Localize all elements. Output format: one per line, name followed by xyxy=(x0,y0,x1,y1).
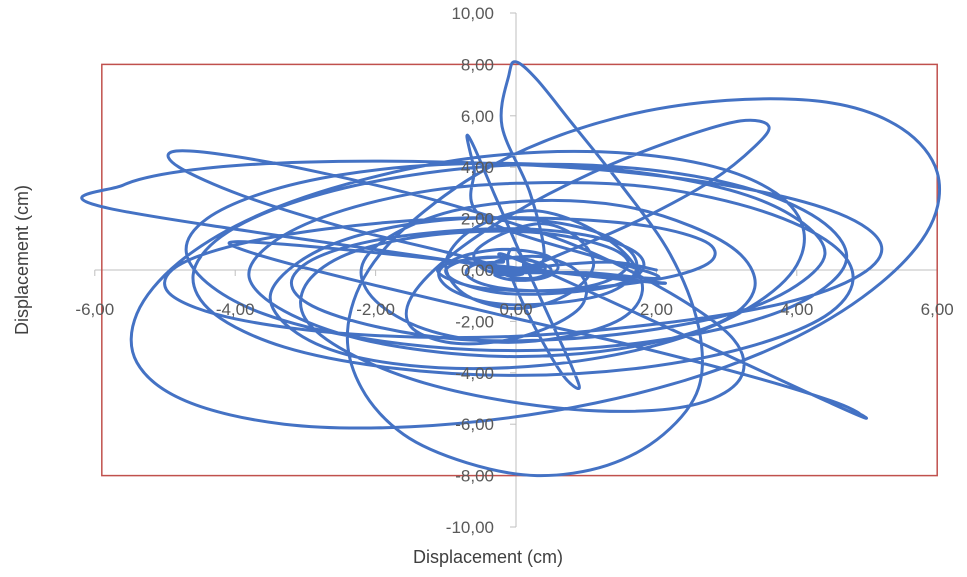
y-tick-label: 2,00 xyxy=(461,210,494,229)
y-tick-label: 8,00 xyxy=(461,55,494,74)
y-axis-title: Displacement (cm) xyxy=(12,185,32,335)
y-tick-label: -4,00 xyxy=(455,364,494,383)
x-tick-label: 0,00 xyxy=(499,300,532,319)
x-tick-label: -4,00 xyxy=(216,300,255,319)
x-tick-label: -6,00 xyxy=(75,300,114,319)
series-line-1 xyxy=(80,60,942,478)
y-tick-label: -10,00 xyxy=(446,518,494,537)
x-tick-label: 4,00 xyxy=(780,300,813,319)
x-tick-label: 2,00 xyxy=(640,300,673,319)
y-tick-label: -2,00 xyxy=(455,312,494,331)
y-tick-label: 4,00 xyxy=(461,158,494,177)
y-tick-label: 6,00 xyxy=(461,107,494,126)
x-axis-title: Displacement (cm) xyxy=(413,547,563,567)
y-tick-label: -8,00 xyxy=(455,467,494,486)
tick-labels-layer: -6,00 -4,00 -2,00 0,00 2,00 4,00 6,00 -10,00 -8,… xyxy=(75,4,953,537)
y-tick-label: 10,00 xyxy=(451,4,494,23)
series-layer xyxy=(80,60,942,478)
y-tick-label: 0,00 xyxy=(461,261,494,280)
x-tick-label: 6,00 xyxy=(921,300,954,319)
y-tick-label: -6,00 xyxy=(455,415,494,434)
x-tick-label: -2,00 xyxy=(356,300,395,319)
